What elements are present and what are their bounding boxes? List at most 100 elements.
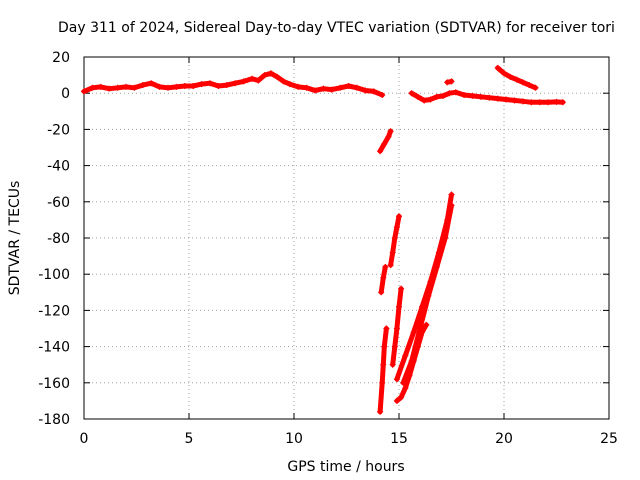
- data-point: [427, 96, 434, 103]
- data-point: [148, 80, 155, 87]
- data-point: [267, 70, 274, 77]
- data-point: [553, 98, 560, 105]
- y-tick-label: -60: [47, 195, 70, 211]
- data-point: [261, 72, 268, 79]
- data-point: [393, 325, 400, 332]
- data-point: [448, 78, 455, 85]
- y-tick-label: 20: [52, 50, 70, 66]
- data-point: [545, 99, 552, 106]
- data-point: [417, 325, 423, 332]
- data-point: [328, 86, 335, 93]
- data-series: [81, 64, 566, 415]
- data-point: [232, 80, 239, 87]
- x-tick-label: 5: [185, 431, 194, 447]
- data-point: [286, 81, 293, 88]
- data-point: [240, 78, 247, 85]
- data-point: [408, 358, 415, 365]
- data-point: [106, 85, 113, 92]
- data-point: [378, 289, 385, 296]
- y-tick-label: -40: [47, 159, 70, 175]
- chart-title: Day 311 of 2024, Sidereal Day-to-day VTE…: [58, 20, 615, 36]
- data-point: [519, 79, 526, 86]
- data-point: [280, 78, 287, 85]
- data-point: [81, 88, 87, 95]
- data-segment: [393, 191, 455, 383]
- data-point: [486, 94, 493, 101]
- data-point: [511, 97, 518, 104]
- data-point: [381, 140, 388, 147]
- data-point: [513, 76, 520, 83]
- data-point: [448, 191, 455, 198]
- y-tick-label: -160: [38, 376, 70, 392]
- data-point: [354, 84, 360, 91]
- data-point: [393, 376, 400, 383]
- data-point: [440, 92, 447, 99]
- y-tick-label: -80: [47, 231, 70, 247]
- data-point: [379, 379, 386, 386]
- x-tick-label: 20: [495, 431, 513, 447]
- data-point: [123, 83, 129, 90]
- data-segment: [400, 202, 455, 386]
- data-point: [377, 408, 384, 415]
- data-point: [389, 361, 396, 368]
- data-point: [337, 84, 344, 91]
- data-trace: [394, 322, 429, 404]
- data-segment: [444, 78, 455, 86]
- data-point: [536, 99, 543, 106]
- data-point: [503, 96, 510, 103]
- data-point: [398, 394, 405, 401]
- data-point: [207, 80, 213, 87]
- data-point: [402, 385, 409, 392]
- data-point: [223, 82, 230, 89]
- data-point: [526, 82, 533, 89]
- data-trace: [81, 70, 385, 98]
- data-point: [215, 82, 222, 89]
- data-point: [370, 88, 377, 95]
- data-point: [402, 352, 409, 359]
- x-tick-labels: 0 5 10 15 20 25: [80, 431, 618, 447]
- data-point: [320, 85, 327, 92]
- data-point: [494, 95, 501, 102]
- data-point: [396, 213, 402, 220]
- data-point: [461, 92, 468, 99]
- data-point: [423, 321, 430, 328]
- data-point: [156, 83, 163, 90]
- data-segment: [377, 128, 394, 155]
- data-point: [255, 77, 262, 84]
- data-point: [173, 83, 180, 90]
- data-trace: [400, 202, 454, 386]
- data-point: [380, 274, 387, 281]
- data-segment: [81, 70, 386, 99]
- data-point: [345, 82, 352, 89]
- data-segment: [378, 263, 389, 296]
- data-point: [274, 73, 281, 80]
- data-point: [442, 235, 449, 241]
- y-tick-label: -20: [47, 122, 70, 138]
- data-trace: [377, 128, 394, 154]
- data-trace: [394, 192, 454, 382]
- data-point: [448, 202, 455, 209]
- data-point: [446, 90, 453, 97]
- data-point: [303, 84, 310, 91]
- data-point: [400, 379, 407, 386]
- axis-ticks: [83, 56, 610, 420]
- data-point: [362, 87, 369, 94]
- data-point: [410, 329, 417, 336]
- data-point: [414, 93, 421, 100]
- data-point: [312, 87, 318, 94]
- data-segment: [408, 89, 566, 106]
- data-point: [396, 303, 402, 310]
- data-point: [532, 84, 539, 91]
- data-point: [379, 92, 386, 99]
- data-point: [190, 82, 197, 89]
- data-point: [528, 99, 535, 106]
- data-point: [559, 99, 566, 106]
- data-point: [380, 361, 387, 368]
- data-point: [387, 128, 394, 135]
- data-point: [139, 82, 146, 89]
- y-tick-label: -120: [38, 303, 70, 319]
- y-tick-label: -100: [38, 267, 70, 283]
- y-tick-label: -140: [38, 340, 70, 356]
- data-point: [433, 263, 440, 270]
